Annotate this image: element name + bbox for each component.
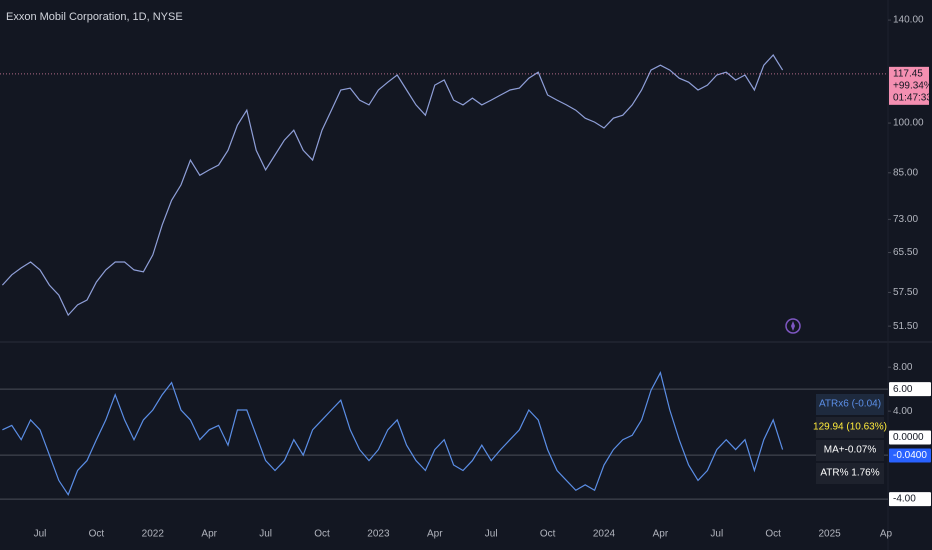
x-tick-label: Apr [201, 529, 217, 540]
y-tick-label: 51.50 [893, 321, 918, 332]
last-value-note: +99.34% [893, 80, 932, 91]
legend-entry: ATRx6 (-0.04) [819, 399, 881, 410]
last-value-box [889, 66, 929, 105]
compass-needle[interactable] [791, 321, 795, 331]
level-label: 0.0000 [893, 432, 924, 443]
last-value-note: 01:47:33 [893, 92, 932, 103]
y-tick-label: 57.50 [893, 287, 918, 298]
legend-entry: 129.94 (10.63%) [813, 422, 887, 433]
x-tick-label: Oct [314, 529, 330, 540]
x-tick-label: 2023 [367, 529, 390, 540]
level-label: -4.00 [893, 494, 916, 505]
x-tick-label: 2024 [593, 529, 616, 540]
compass-ring[interactable] [785, 318, 801, 334]
x-tick-label: 2022 [142, 529, 165, 540]
y-tick-label: 85.00 [893, 167, 918, 178]
y-tick-label: 73.00 [893, 214, 918, 225]
x-tick-label: Apr [653, 529, 669, 540]
legend-cell [816, 463, 884, 484]
y-tick-label: 4.00 [893, 406, 913, 417]
legend-entry: ATR% 1.76% [820, 468, 879, 479]
y-tick-label: 8.00 [893, 362, 913, 373]
x-tick-label: Oct [765, 529, 781, 540]
x-tick-label: Jul [259, 529, 272, 540]
level-label-box [889, 430, 931, 445]
y-tick-label: 100.00 [893, 118, 924, 129]
last-value-label-box [889, 448, 931, 463]
chart-title: Exxon Mobil Corporation, 1D, NYSE [6, 11, 183, 23]
x-tick-label: Jul [710, 529, 723, 540]
legend-cell [816, 440, 884, 461]
x-tick-label: Oct [540, 529, 556, 540]
legend-entry: MA+-0.07% [824, 445, 877, 456]
x-tick-label: Jul [34, 529, 47, 540]
x-tick-label: Jul [485, 529, 498, 540]
legend-cell [816, 417, 884, 438]
x-tick-label: Apr [427, 529, 443, 540]
x-tick-label: Ap [880, 529, 893, 540]
x-tick-label: 2025 [818, 529, 841, 540]
compass-icon[interactable] [785, 318, 801, 334]
y-tick-label: 140.00 [893, 15, 924, 26]
level-label-box [889, 382, 931, 397]
legend-cell [816, 394, 884, 415]
price-line [1, 54, 784, 317]
last-value-label: 117.45 [893, 68, 923, 79]
x-tick-label: Oct [89, 529, 105, 540]
price-line [2, 371, 784, 497]
level-label: 6.00 [893, 384, 913, 395]
level-label-box [889, 492, 931, 507]
last-value-label: -0.0400 [893, 450, 927, 461]
y-tick-label: 65.50 [893, 247, 918, 258]
